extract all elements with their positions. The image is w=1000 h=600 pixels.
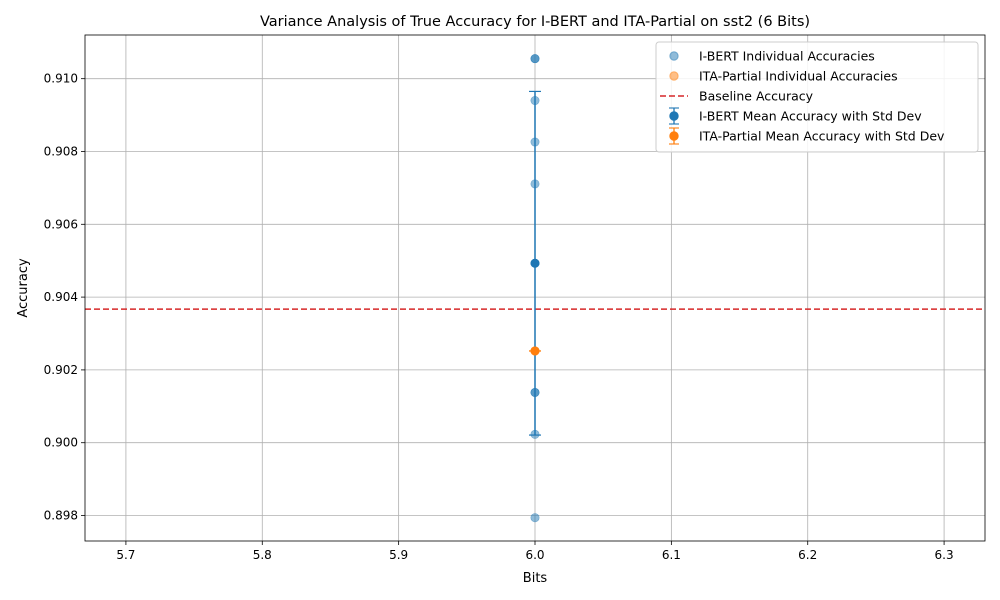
- y-tick-label: 0.900: [44, 436, 78, 450]
- x-tick-label: 6.1: [662, 548, 681, 562]
- y-tick-label: 0.906: [44, 217, 78, 231]
- y-axis-label: Accuracy: [16, 258, 31, 318]
- x-axis-label: Bits: [523, 571, 548, 586]
- legend-label: ITA-Partial Mean Accuracy with Std Dev: [699, 129, 945, 144]
- x-tick-label: 6.3: [935, 548, 954, 562]
- legend-label: ITA-Partial Individual Accuracies: [699, 69, 898, 84]
- y-ticks: 0.898 0.900 0.902 0.904 0.906 0.908 0.910: [44, 72, 85, 523]
- x-tick-label: 6.2: [798, 548, 817, 562]
- x-tick-label: 5.9: [389, 548, 408, 562]
- y-tick-label: 0.908: [44, 144, 78, 158]
- legend-box: [655, 41, 979, 153]
- legend-marker: [669, 131, 679, 141]
- legend-marker: [669, 51, 679, 61]
- mean-point: [530, 258, 540, 268]
- x-ticks: 5.7 5.8 5.9 6.0 6.1 6.2 6.3: [116, 541, 954, 562]
- marks: [529, 54, 541, 523]
- y-tick-label: 0.910: [44, 72, 78, 86]
- chart-title: Variance Analysis of True Accuracy for I…: [260, 14, 810, 30]
- legend-label: Baseline Accuracy: [699, 89, 814, 104]
- x-tick-label: 5.8: [253, 548, 272, 562]
- y-tick-label: 0.904: [44, 290, 78, 304]
- legend-label: I-BERT Mean Accuracy with Std Dev: [699, 109, 922, 124]
- legend: I-BERT Individual Accuracies ITA-Partial …: [655, 41, 979, 153]
- y-tick-label: 0.898: [44, 509, 78, 523]
- data-point: [530, 513, 540, 523]
- data-point: [530, 54, 540, 64]
- x-tick-label: 5.7: [116, 548, 135, 562]
- legend-marker: [669, 71, 679, 81]
- legend-label: I-BERT Individual Accuracies: [699, 49, 875, 64]
- y-tick-label: 0.902: [44, 363, 78, 377]
- mean-point: [530, 346, 540, 356]
- x-tick-label: 6.0: [525, 548, 544, 562]
- legend-marker: [669, 111, 679, 121]
